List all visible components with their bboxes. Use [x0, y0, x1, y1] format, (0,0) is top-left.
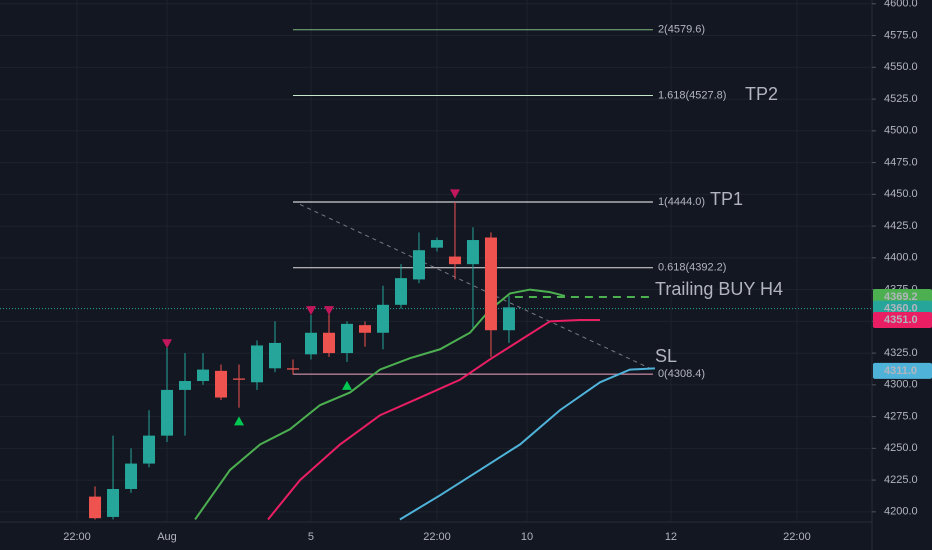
candle-body	[215, 370, 228, 398]
candle-body	[484, 237, 497, 331]
signal-marker	[323, 306, 334, 316]
signal-marker	[234, 416, 245, 426]
y-tick-label: 4425.0	[884, 220, 918, 232]
candle-body	[376, 304, 389, 333]
candle-body	[269, 342, 282, 369]
annotation: TP1	[710, 189, 743, 209]
candle-body	[197, 369, 210, 382]
moving-average	[194, 288, 566, 521]
candle-body	[89, 496, 102, 519]
x-tick-label: 22:00	[63, 531, 91, 543]
y-tick-label: 4400.0	[884, 252, 918, 264]
y-tick-label: 4450.0	[884, 188, 918, 200]
x-tick-label: Aug	[157, 531, 177, 543]
candle-body	[340, 323, 353, 354]
trend-line	[299, 204, 651, 369]
signal-marker	[449, 189, 460, 199]
fib-label: 0(4308.4)	[658, 368, 705, 380]
signal-marker	[305, 306, 316, 316]
y-tick-label: 4300.0	[884, 379, 918, 391]
y-tick-label: 4525.0	[884, 93, 918, 105]
candle-body	[107, 488, 120, 517]
signal-marker	[162, 339, 173, 349]
candle-body	[358, 325, 371, 333]
price-label: 4360.0	[884, 303, 918, 315]
y-tick-label: 4475.0	[884, 156, 918, 168]
y-tick-label: 4500.0	[884, 125, 918, 137]
price-label-box	[873, 362, 932, 379]
price-label: 4369.2	[884, 291, 918, 303]
annotation: Trailing BUY H4	[655, 279, 783, 299]
moving-average	[399, 367, 655, 521]
y-tick-label: 4600.0	[884, 0, 918, 10]
x-tick-label: 22:00	[423, 531, 451, 543]
candle-body	[322, 332, 335, 354]
candle-body	[304, 332, 317, 355]
candle-body	[430, 240, 443, 248]
y-tick-label: 4225.0	[884, 474, 918, 486]
y-tick-label: 4200.0	[884, 506, 918, 518]
fib-label: 1(4444.0)	[658, 196, 705, 208]
signal-marker	[341, 380, 352, 390]
x-tick-label: 12	[665, 531, 677, 543]
candle-body	[466, 240, 479, 265]
price-label: 4351.0	[884, 314, 918, 326]
candle-body	[286, 368, 299, 370]
x-tick-label: 10	[521, 531, 533, 543]
candle-body	[233, 378, 246, 380]
moving-average	[267, 319, 601, 521]
price-label-box	[873, 312, 932, 329]
y-tick-label: 4250.0	[884, 442, 918, 454]
y-tick-label: 4550.0	[884, 61, 918, 73]
annotation: SL	[655, 346, 677, 366]
y-tick-label: 4275.0	[884, 410, 918, 422]
price-label: 4311.0	[884, 365, 917, 377]
candle-body	[143, 435, 156, 464]
candle-body	[412, 250, 425, 280]
candle-body	[179, 381, 192, 390]
candle-body	[161, 389, 174, 436]
fib-label: 0.618(4392.2)	[658, 262, 727, 274]
candle-body	[251, 345, 264, 383]
candle-body	[125, 463, 138, 489]
x-tick-label: 22:00	[783, 531, 811, 543]
y-tick-label: 4575.0	[884, 29, 918, 41]
candle-body	[502, 307, 515, 331]
annotation: TP2	[745, 84, 778, 104]
fib-label: 1.618(4527.8)	[658, 89, 727, 101]
fib-label: 2(4579.6)	[658, 24, 705, 36]
candle-body	[448, 256, 461, 265]
candle-body	[394, 278, 407, 305]
y-tick-label: 4325.0	[884, 347, 918, 359]
x-tick-label: 5	[308, 531, 314, 543]
